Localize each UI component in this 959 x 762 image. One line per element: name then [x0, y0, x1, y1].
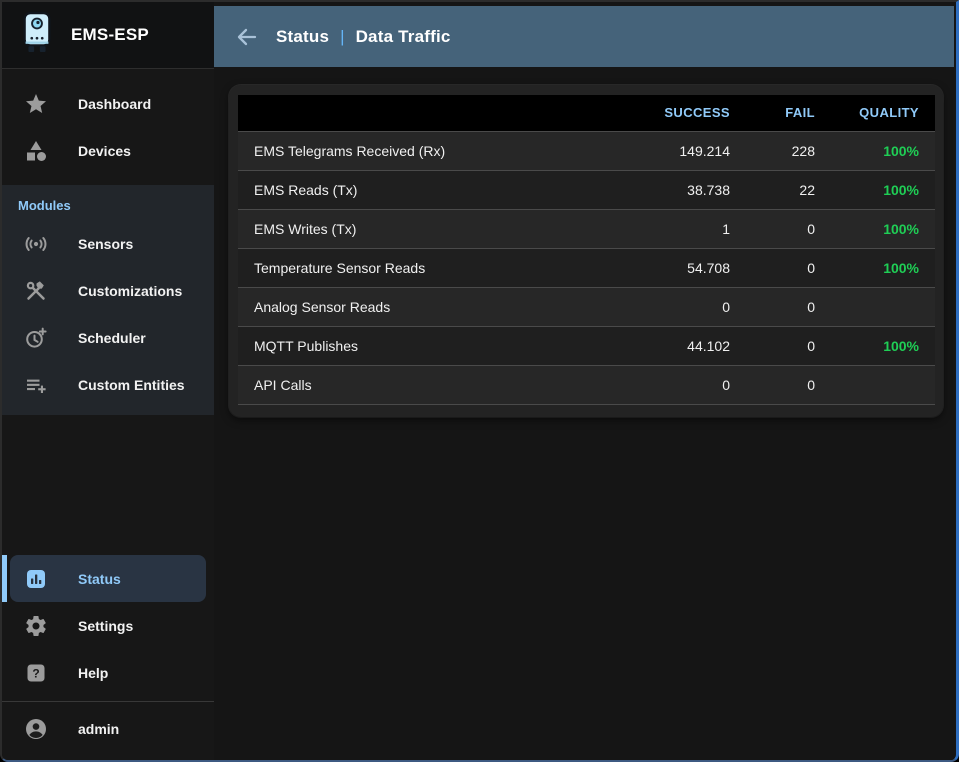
sidebar-item-label: Sensors	[78, 235, 134, 252]
sidebar-item-sensors[interactable]: Sensors	[10, 220, 206, 267]
sidebar-item-label: Dashboard	[78, 95, 152, 112]
cell-fail: 0	[807, 298, 815, 315]
breadcrumb-separator: |	[340, 26, 345, 46]
sidebar-item-label: Customizations	[78, 282, 183, 299]
cell-success: 0	[722, 298, 730, 315]
app-logo: EMS-ESP	[2, 2, 214, 69]
table-row: Analog Sensor Reads 0 0	[238, 287, 935, 326]
main-area: Status | Data Traffic SUCCESS FAIL QUALI…	[214, 2, 956, 760]
sidebar-item-devices[interactable]: Devices	[10, 127, 206, 174]
cell-name: API Calls	[254, 376, 312, 393]
sidebar: EMS-ESP Dashboard De	[2, 2, 214, 760]
cell-fail: 0	[807, 259, 815, 276]
account-icon	[24, 717, 48, 741]
modules-section-header: Modules	[18, 198, 71, 213]
tools-icon	[24, 279, 48, 303]
appbar: Status | Data Traffic	[214, 6, 954, 67]
cell-success: 54.708	[687, 259, 730, 276]
svg-text:?: ?	[32, 666, 39, 680]
sidebar-item-label: Help	[78, 664, 109, 681]
cell-quality: 100%	[883, 259, 919, 276]
cell-quality	[831, 365, 935, 404]
table-row: EMS Reads (Tx) 38.738 22 100%	[238, 170, 935, 209]
data-traffic-table: SUCCESS FAIL QUALITY EMS Telegrams Recei…	[238, 95, 935, 405]
cell-success: 1	[722, 220, 730, 237]
cell-name: EMS Reads (Tx)	[254, 181, 358, 198]
help-icon: ?	[24, 661, 48, 685]
table-row: Temperature Sensor Reads 54.708 0 100%	[238, 248, 935, 287]
sidebar-item-label: Custom Entities	[78, 376, 185, 393]
app-title: EMS-ESP	[71, 25, 149, 44]
table-row: EMS Writes (Tx) 1 0 100%	[238, 209, 935, 248]
sidebar-item-label: Scheduler	[78, 329, 146, 346]
cell-name: Temperature Sensor Reads	[254, 259, 426, 276]
cell-quality	[831, 287, 935, 326]
sidebar-bottom-menu: Status Settings ? Help	[2, 555, 214, 696]
cell-name: MQTT Publishes	[254, 337, 358, 354]
sidebar-item-scheduler[interactable]: Scheduler	[10, 314, 206, 361]
sidebar-item-label: Devices	[78, 142, 131, 159]
sidebar-modules-section: Modules Sensors	[2, 185, 214, 415]
cell-success: 0	[722, 376, 730, 393]
sidebar-main-menu: Dashboard Devices	[2, 69, 214, 174]
cell-name: Analog Sensor Reads	[254, 298, 391, 315]
column-header-fail: FAIL	[746, 95, 831, 131]
sidebar-item-customizations[interactable]: Customizations	[10, 267, 206, 314]
sidebar-item-status[interactable]: Status	[2, 555, 206, 602]
back-button[interactable]	[234, 24, 260, 50]
sidebar-item-label: Settings	[78, 617, 134, 634]
table-row: API Calls 0 0	[238, 365, 935, 404]
sidebar-item-label: admin	[78, 720, 120, 737]
cell-fail: 0	[807, 220, 815, 237]
arrow-back-icon	[237, 28, 257, 45]
star-icon	[24, 92, 48, 116]
boiler-logo-icon	[18, 11, 56, 60]
data-traffic-card: SUCCESS FAIL QUALITY EMS Telegrams Recei…	[229, 85, 943, 417]
cell-success: 44.102	[687, 337, 730, 354]
page-title: Data Traffic	[355, 26, 451, 46]
cell-success: 149.214	[679, 142, 730, 159]
column-header-name	[238, 95, 606, 131]
sidebar-item-custom-entities[interactable]: Custom Entities	[10, 361, 206, 408]
column-header-quality: QUALITY	[831, 95, 935, 131]
table-row: EMS Telegrams Received (Rx) 149.214 228 100…	[238, 131, 935, 170]
sidebar-item-label: Status	[78, 570, 121, 587]
cell-fail: 22	[799, 181, 815, 198]
sidebar-item-dashboard[interactable]: Dashboard	[10, 80, 206, 127]
cell-fail: 0	[807, 376, 815, 393]
category-icon	[24, 139, 48, 163]
sidebar-spacer	[2, 415, 214, 555]
sidebar-item-help[interactable]: ? Help	[10, 649, 206, 696]
sidebar-divider	[2, 701, 214, 702]
cell-fail: 0	[807, 337, 815, 354]
cell-quality: 100%	[883, 220, 919, 237]
cell-fail: 228	[791, 142, 815, 159]
cell-quality: 100%	[883, 142, 919, 159]
breadcrumb-section: Status	[276, 26, 330, 46]
playlist-add-icon	[24, 373, 48, 397]
cell-name: EMS Telegrams Received (Rx)	[254, 142, 446, 159]
bar-chart-icon	[24, 567, 48, 591]
clock-plus-icon	[24, 326, 48, 350]
cell-success: 38.738	[687, 181, 730, 198]
table-row: MQTT Publishes 44.102 0 100%	[238, 326, 935, 365]
column-header-success: SUCCESS	[606, 95, 746, 131]
cell-name: EMS Writes (Tx)	[254, 220, 357, 237]
sensors-icon	[24, 232, 48, 256]
table-body: EMS Telegrams Received (Rx) 149.214 228 100…	[238, 131, 935, 404]
sidebar-item-settings[interactable]: Settings	[10, 602, 206, 649]
gear-icon	[24, 614, 48, 638]
cell-quality: 100%	[883, 181, 919, 198]
table-header: SUCCESS FAIL QUALITY	[238, 95, 935, 131]
content-area: SUCCESS FAIL QUALITY EMS Telegrams Recei…	[214, 67, 956, 760]
sidebar-item-admin[interactable]: admin	[10, 705, 206, 752]
cell-quality: 100%	[883, 337, 919, 354]
